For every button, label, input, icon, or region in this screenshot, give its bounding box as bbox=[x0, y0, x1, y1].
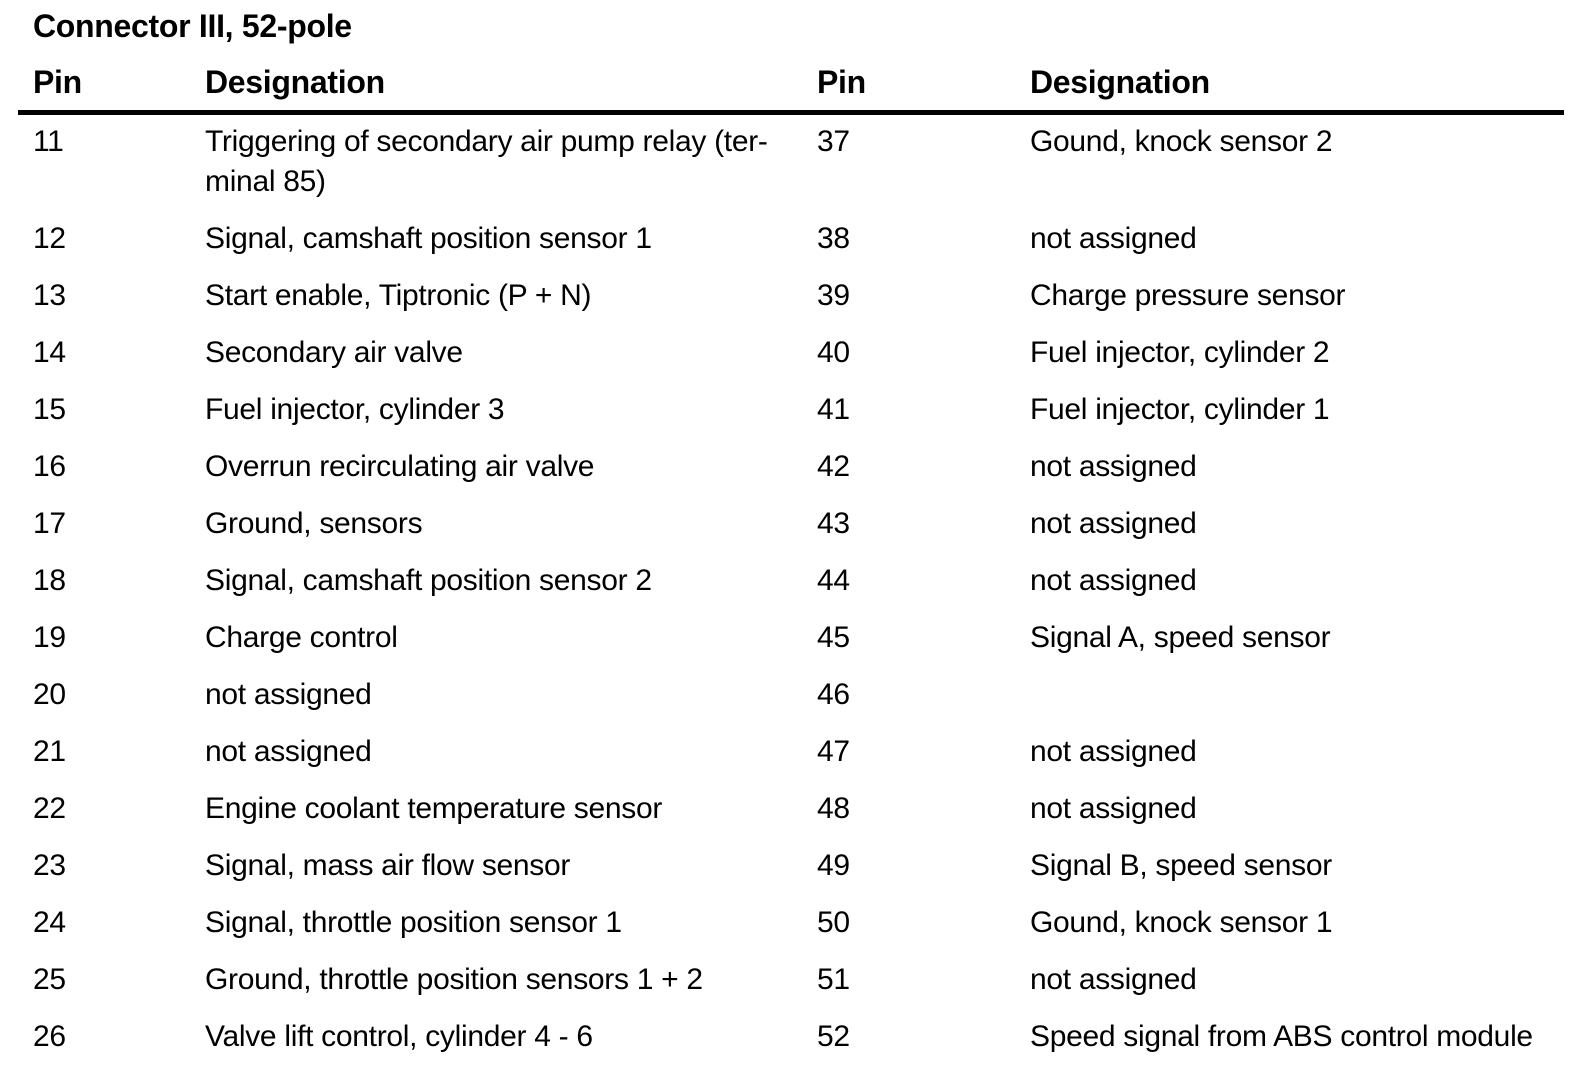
table-row: 12 Signal, camshaft position sensor 1 38… bbox=[33, 219, 1584, 259]
pin-cell: 48 bbox=[817, 792, 850, 825]
pin-cell: 15 bbox=[33, 393, 66, 426]
designation-cell: Gound, knock sensor 1 bbox=[1030, 906, 1333, 939]
designation-cell: Signal A, speed sensor bbox=[1030, 621, 1331, 654]
table-row: 19 Charge control 45 Signal A, speed sen… bbox=[33, 618, 1584, 658]
table-row: 17 Ground, sensors 43 not assigned bbox=[33, 504, 1584, 544]
designation-cell: not assigned bbox=[205, 735, 372, 768]
column-header-pin-left: Pin bbox=[33, 64, 82, 100]
designation-cell: Gound, knock sensor 2 bbox=[1030, 125, 1333, 158]
pin-cell: 37 bbox=[817, 125, 850, 158]
designation-cell: Valve lift control, cylinder 4 - 6 bbox=[205, 1020, 593, 1053]
table-header-row: Pin Designation Pin Designation bbox=[33, 62, 1584, 102]
designation-cell: Start enable, Tiptronic (P + N) bbox=[205, 279, 592, 312]
table-row: 23 Signal, mass air flow sensor 49 Signa… bbox=[33, 846, 1584, 886]
designation-cell: Signal, camshaft position sensor 2 bbox=[205, 564, 652, 597]
pin-cell: 42 bbox=[817, 450, 850, 483]
page-title: Connector III, 52-pole bbox=[33, 8, 352, 44]
pin-cell: 50 bbox=[817, 906, 850, 939]
designation-cell: Signal B, speed sensor bbox=[1030, 849, 1332, 882]
pin-cell: 20 bbox=[33, 678, 66, 711]
designation-cell: Fuel injector, cylinder 3 bbox=[205, 393, 505, 426]
designation-cell: not assigned bbox=[1030, 735, 1197, 768]
pin-cell: 40 bbox=[817, 336, 850, 369]
designation-cell: Overrun recirculating air valve bbox=[205, 450, 595, 483]
designation-cell: not assigned bbox=[205, 678, 372, 711]
designation-cell: Ground, throttle position sensors 1 + 2 bbox=[205, 963, 703, 996]
table-row: 26 Valve lift control, cylinder 4 - 6 52… bbox=[33, 1017, 1584, 1057]
table-row: 21 not assigned 47 not assigned bbox=[33, 732, 1584, 772]
designation-cell: not assigned bbox=[1030, 450, 1197, 483]
column-header-designation-right: Designation bbox=[1030, 64, 1210, 100]
designation-cell: Charge control bbox=[205, 621, 398, 654]
pin-cell: 13 bbox=[33, 279, 66, 312]
pin-cell: 25 bbox=[33, 963, 66, 996]
table-row: 16 Overrun recirculating air valve 42 no… bbox=[33, 447, 1584, 487]
designation-cell: Fuel injector, cylinder 1 bbox=[1030, 393, 1330, 426]
pin-cell: 47 bbox=[817, 735, 850, 768]
column-header-pin-right: Pin bbox=[817, 64, 866, 100]
pin-cell: 41 bbox=[817, 393, 850, 426]
column-header-designation-left: Designation bbox=[205, 64, 385, 100]
designation-cell: Ground, sensors bbox=[205, 507, 423, 540]
designation-cell: not assigned bbox=[1030, 507, 1197, 540]
designation-cell: Speed signal from ABS control module bbox=[1030, 1020, 1533, 1053]
pin-cell: 18 bbox=[33, 564, 66, 597]
pin-cell: 17 bbox=[33, 507, 66, 540]
pin-cell: 45 bbox=[817, 621, 850, 654]
designation-cell: Engine coolant temperature sensor bbox=[205, 792, 663, 825]
designation-cell: Signal, camshaft position sensor 1 bbox=[205, 222, 652, 255]
pin-cell: 21 bbox=[33, 735, 66, 768]
pin-cell: 16 bbox=[33, 450, 66, 483]
designation-cell: not assigned bbox=[1030, 564, 1197, 597]
designation-cell: Signal, throttle position sensor 1 bbox=[205, 906, 622, 939]
pin-cell: 14 bbox=[33, 336, 66, 369]
pin-table: 11 Triggering of secondary air pump rela… bbox=[33, 122, 1584, 1074]
table-row: 20 not assigned 46 bbox=[33, 675, 1584, 715]
pin-cell: 38 bbox=[817, 222, 850, 255]
pin-cell: 52 bbox=[817, 1020, 850, 1053]
designation-cell: Triggering of secondary air pump relay (… bbox=[205, 125, 768, 198]
pin-cell: 39 bbox=[817, 279, 850, 312]
pin-cell: 44 bbox=[817, 564, 850, 597]
table-row: 25 Ground, throttle position sensors 1 +… bbox=[33, 960, 1584, 1000]
table-row: 15 Fuel injector, cylinder 3 41 Fuel inj… bbox=[33, 390, 1584, 430]
table-row: 22 Engine coolant temperature sensor 48 … bbox=[33, 789, 1584, 829]
pin-cell: 11 bbox=[33, 125, 64, 158]
table-row: 18 Signal, camshaft position sensor 2 44… bbox=[33, 561, 1584, 601]
pin-cell: 22 bbox=[33, 792, 66, 825]
pin-cell: 26 bbox=[33, 1020, 66, 1053]
designation-cell: not assigned bbox=[1030, 963, 1197, 996]
pin-cell: 46 bbox=[817, 678, 850, 711]
pin-cell: 12 bbox=[33, 222, 66, 255]
pin-cell: 49 bbox=[817, 849, 850, 882]
header-divider bbox=[18, 110, 1564, 115]
pin-cell: 51 bbox=[817, 963, 850, 996]
table-row: 11 Triggering of secondary air pump rela… bbox=[33, 122, 1584, 202]
designation-cell: not assigned bbox=[1030, 222, 1197, 255]
pin-cell: 23 bbox=[33, 849, 66, 882]
table-row: 13 Start enable, Tiptronic (P + N) 39 Ch… bbox=[33, 276, 1584, 316]
table-row: 14 Secondary air valve 40 Fuel injector,… bbox=[33, 333, 1584, 373]
designation-cell: Secondary air valve bbox=[205, 336, 463, 369]
pin-cell: 24 bbox=[33, 906, 66, 939]
pin-cell: 43 bbox=[817, 507, 850, 540]
designation-cell: Signal, mass air flow sensor bbox=[205, 849, 571, 882]
pin-cell: 19 bbox=[33, 621, 66, 654]
designation-cell: Charge pressure sensor bbox=[1030, 279, 1346, 312]
designation-cell: not assigned bbox=[1030, 792, 1197, 825]
table-row: 24 Signal, throttle position sensor 1 50… bbox=[33, 903, 1584, 943]
designation-cell: Fuel injector, cylinder 2 bbox=[1030, 336, 1330, 369]
